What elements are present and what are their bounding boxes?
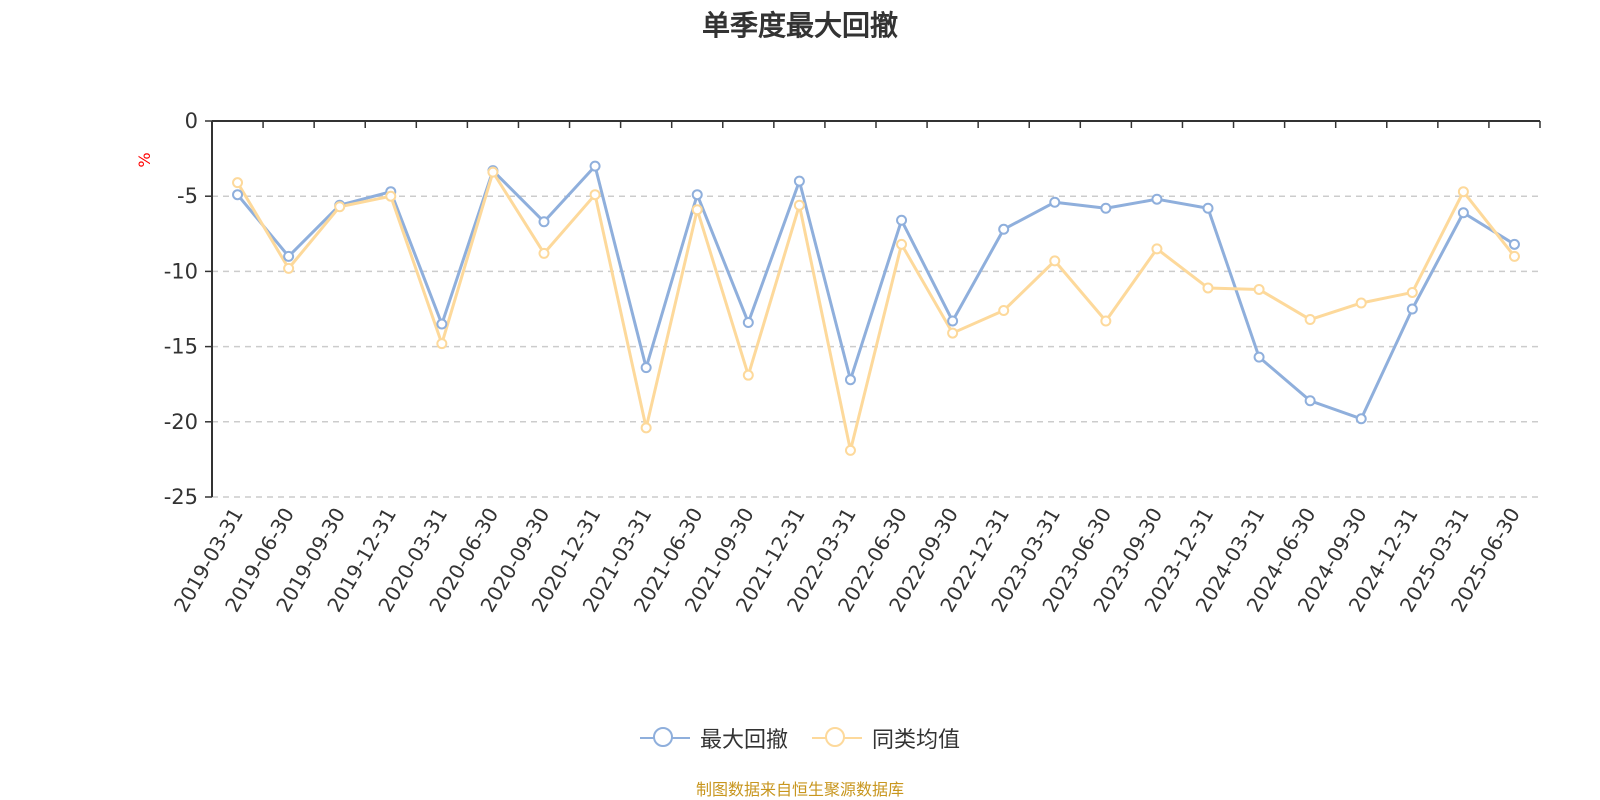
data-point-peer-average [283, 262, 295, 274]
series-line-peer-average [236, 170, 1516, 452]
y-axis-unit-label: % [135, 152, 154, 167]
data-point-peer-average [538, 247, 550, 259]
data-point-peer-average [334, 201, 346, 213]
data-point-max-drawdown [896, 214, 908, 226]
data-point-peer-average [436, 338, 448, 350]
grid-lines [212, 195, 1540, 498]
data-point-peer-average [589, 189, 601, 201]
data-point-peer-average [793, 199, 805, 211]
source-note: 制图数据来自恒生聚源数据库 [695, 780, 904, 799]
data-point-max-drawdown [691, 189, 703, 201]
data-point-max-drawdown [793, 175, 805, 187]
data-point-max-drawdown [1406, 303, 1418, 315]
data-point-max-drawdown [1049, 196, 1061, 208]
data-point-max-drawdown [947, 315, 959, 327]
data-point-peer-average [1049, 255, 1061, 267]
data-point-peer-average [1406, 286, 1418, 298]
series-lines [236, 164, 1516, 452]
y-tick-label: -10 [164, 259, 198, 283]
data-point-max-drawdown [1202, 202, 1214, 214]
legend-marker-max-drawdown [639, 726, 690, 750]
data-point-peer-average [742, 369, 754, 381]
data-points [232, 160, 1520, 456]
data-point-peer-average [1151, 243, 1163, 255]
data-point-peer-average [998, 305, 1010, 317]
legend: 最大回撤 同类均值 [0, 722, 1600, 754]
data-point-peer-average [1253, 283, 1265, 295]
data-point-peer-average [844, 444, 856, 456]
y-tick-label: -25 [164, 485, 198, 509]
data-point-max-drawdown [1457, 207, 1469, 219]
data-point-peer-average [947, 327, 959, 339]
data-point-max-drawdown [1253, 351, 1265, 363]
data-point-peer-average [232, 177, 244, 189]
data-point-peer-average [487, 166, 499, 178]
data-point-peer-average [1100, 315, 1112, 327]
data-point-max-drawdown [844, 374, 856, 386]
data-point-peer-average [691, 204, 703, 216]
data-point-max-drawdown [283, 250, 295, 262]
data-point-peer-average [640, 422, 652, 434]
legend-label-max-drawdown: 最大回撤 [699, 728, 788, 753]
y-tick-label: -15 [164, 335, 198, 359]
data-point-max-drawdown [1151, 193, 1163, 205]
y-tick-label: -5 [177, 184, 198, 208]
data-point-max-drawdown [538, 216, 550, 228]
series-line-max-drawdown [236, 164, 1516, 421]
data-point-peer-average [1202, 282, 1214, 294]
axes: 0-5-10-15-20-252019-03-312019-06-302019-… [164, 109, 1541, 616]
data-point-max-drawdown [1304, 395, 1316, 407]
legend-label-peer-average: 同类均值 [872, 728, 961, 753]
data-point-max-drawdown [742, 317, 754, 329]
data-point-max-drawdown [640, 362, 652, 374]
data-point-max-drawdown [232, 189, 244, 201]
data-point-peer-average [1355, 297, 1367, 309]
data-point-peer-average [896, 238, 908, 250]
chart-title: 单季度最大回撤 [701, 9, 898, 42]
data-point-peer-average [1508, 250, 1520, 262]
data-point-max-drawdown [589, 160, 601, 172]
data-point-peer-average [1457, 186, 1469, 198]
data-point-max-drawdown [436, 318, 448, 330]
legend-marker-peer-average [812, 726, 862, 750]
data-point-max-drawdown [1508, 238, 1520, 250]
data-point-max-drawdown [998, 223, 1010, 235]
line-chart: 0-5-10-15-20-252019-03-312019-06-302019-… [135, 109, 1541, 616]
y-tick-label: 0 [185, 109, 198, 133]
data-point-max-drawdown [1100, 202, 1112, 214]
data-point-max-drawdown [1355, 413, 1367, 425]
legend-item-peer-average[interactable]: 同类均值 [812, 722, 960, 754]
data-point-peer-average [385, 190, 397, 202]
data-point-peer-average [1304, 314, 1316, 326]
legend-item-max-drawdown[interactable]: 最大回撤 [639, 722, 788, 754]
y-tick-label: -20 [164, 410, 198, 434]
